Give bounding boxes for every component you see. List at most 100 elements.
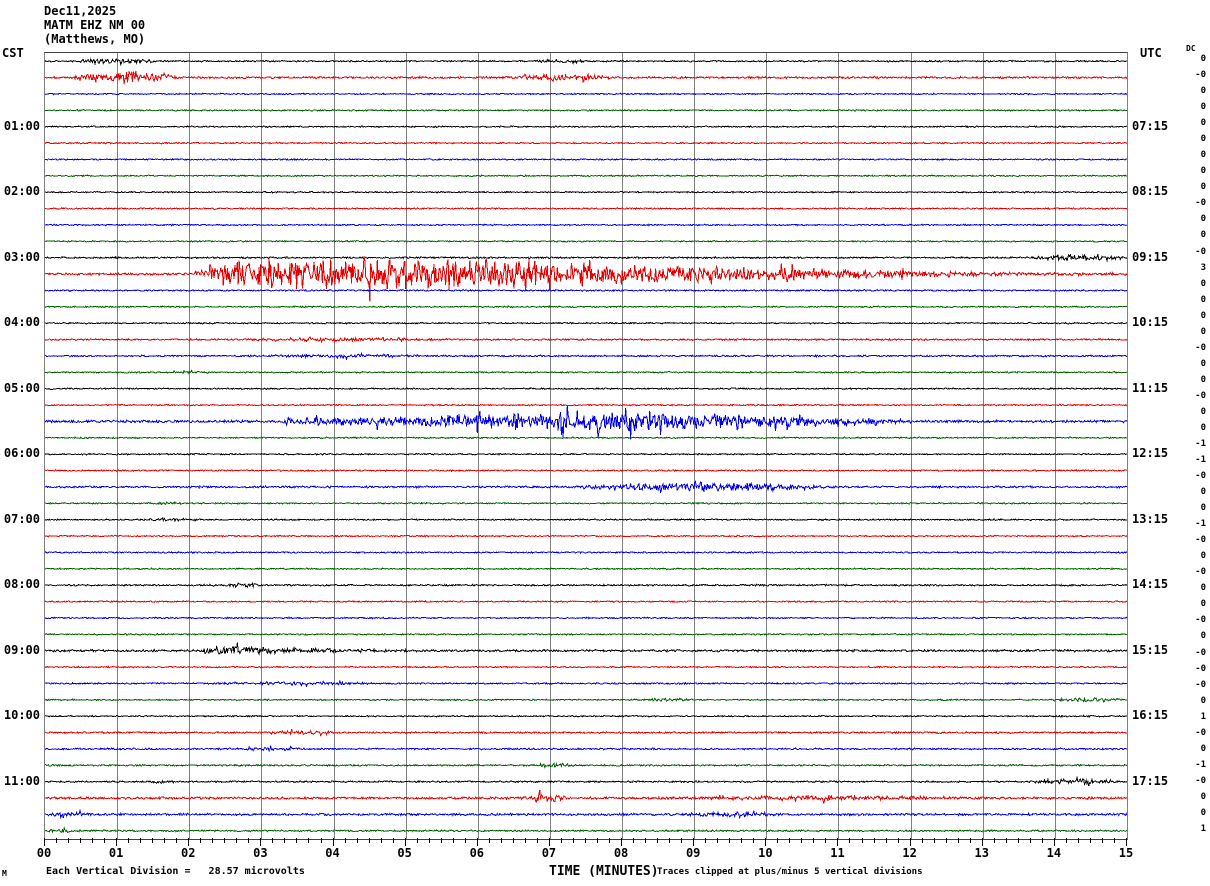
seismic-trace — [45, 616, 1127, 620]
grid-line-vertical — [334, 53, 335, 839]
x-axis-tick-label: 12 — [902, 846, 917, 860]
x-axis-tick-label: 07 — [541, 846, 557, 860]
dc-value: 0 — [1200, 150, 1206, 161]
dc-value: 0 — [1200, 583, 1206, 594]
dc-value: 0 — [1200, 134, 1206, 145]
x-tick-minor — [946, 838, 947, 843]
seismic-trace — [45, 125, 1127, 129]
trace-layer — [45, 57, 1127, 834]
x-axis-tick-label: 15 — [1118, 846, 1134, 860]
dc-value: 0 — [1200, 358, 1206, 369]
dc-value: 1 — [1200, 823, 1206, 834]
dc-value: -0 — [1195, 70, 1206, 81]
dc-value: 0 — [1200, 807, 1206, 818]
x-tick-minor — [224, 838, 225, 843]
x-tick-minor — [68, 838, 69, 843]
seismic-trace — [45, 69, 1127, 85]
seismic-trace — [45, 405, 1127, 440]
seismic-trace — [45, 826, 1127, 834]
x-tick-minor — [681, 838, 682, 843]
x-tick-major — [837, 838, 838, 846]
x-tick-minor — [284, 838, 285, 843]
x-tick-minor — [321, 838, 322, 843]
seismic-trace — [45, 190, 1127, 194]
x-tick-minor — [357, 838, 358, 843]
seismic-trace — [45, 744, 1127, 753]
x-tick-minor — [1114, 838, 1115, 843]
dc-value: 0 — [1200, 214, 1206, 225]
seismic-trace — [45, 174, 1127, 178]
dc-value: 0 — [1200, 503, 1206, 514]
dc-value: 0 — [1200, 278, 1206, 289]
x-axis-tick-label: 08 — [613, 846, 629, 860]
seismic-trace — [45, 696, 1127, 703]
dc-value: 3 — [1200, 262, 1206, 273]
x-tick-minor — [1018, 838, 1019, 843]
x-tick-minor — [922, 838, 923, 843]
x-tick-minor — [152, 838, 153, 843]
seismic-trace — [45, 679, 1127, 688]
x-tick-minor — [585, 838, 586, 843]
dc-value: 0 — [1200, 631, 1206, 642]
x-tick-minor — [609, 838, 610, 843]
dc-value: -0 — [1195, 647, 1206, 658]
x-tick-minor — [994, 838, 995, 843]
x-axis-tick-label: 10 — [758, 846, 773, 860]
corner-mark: M — [2, 869, 7, 878]
x-tick-minor — [441, 838, 442, 843]
x-axis-tick-label: 06 — [469, 846, 485, 860]
x-tick-minor — [248, 838, 249, 843]
dc-value: -0 — [1195, 663, 1206, 674]
seismic-trace — [45, 452, 1127, 456]
dc-value: -1 — [1195, 439, 1206, 449]
grid-line-vertical — [622, 53, 623, 839]
seismic-trace — [45, 206, 1127, 211]
dc-value: -0 — [1195, 727, 1206, 738]
x-tick-minor — [934, 838, 935, 843]
left-time-label: 03:00 — [3, 249, 40, 264]
grid-line-vertical — [261, 53, 262, 839]
x-tick-minor — [705, 838, 706, 843]
seismic-trace — [45, 256, 1127, 302]
right-time-label: 11:15 — [1132, 380, 1169, 395]
x-tick-major — [477, 838, 478, 846]
dc-value: 0 — [1200, 310, 1206, 321]
seismic-trace — [45, 500, 1127, 506]
x-tick-minor — [369, 838, 370, 843]
x-tick-minor — [874, 838, 875, 843]
left-time-label: 05:00 — [3, 380, 40, 395]
seismic-trace — [45, 157, 1127, 162]
right-time-label: 16:15 — [1132, 708, 1169, 723]
x-tick-major — [693, 838, 694, 846]
x-tick-minor — [886, 838, 887, 843]
x-tick-minor — [381, 838, 382, 843]
dc-value: -0 — [1195, 679, 1206, 690]
x-tick-minor — [669, 838, 670, 843]
x-tick-major — [116, 838, 117, 846]
right-time-label: 17:15 — [1132, 773, 1169, 788]
x-axis-ticks — [44, 838, 1127, 846]
x-tick-minor — [56, 838, 57, 843]
seismic-trace — [45, 57, 1127, 66]
x-axis-tick-label: 14 — [1046, 846, 1062, 860]
dc-value: 0 — [1200, 374, 1206, 385]
seismic-trace — [45, 808, 1127, 820]
dc-value: 0 — [1200, 791, 1206, 802]
x-tick-major — [333, 838, 334, 846]
seismic-trace — [45, 728, 1127, 737]
x-tick-minor — [849, 838, 850, 843]
x-tick-minor — [453, 838, 454, 843]
left-axis-label: CST — [2, 46, 24, 60]
seismic-trace — [45, 223, 1127, 227]
seismic-trace — [45, 762, 1127, 769]
dc-value: 0 — [1200, 86, 1206, 97]
grid-lines — [45, 53, 1127, 839]
grid-line-vertical — [983, 53, 984, 839]
seismogram-plot[interactable] — [44, 52, 1128, 840]
right-time-label: 13:15 — [1132, 511, 1169, 526]
grid-line-vertical — [1055, 53, 1056, 839]
right-time-label: 10:15 — [1132, 315, 1169, 330]
dc-value: 0 — [1200, 182, 1206, 193]
right-time-label: 14:15 — [1132, 577, 1169, 592]
dc-value: -0 — [1195, 342, 1206, 353]
